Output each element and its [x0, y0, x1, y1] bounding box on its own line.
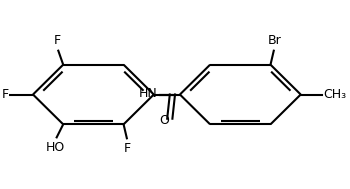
Text: F: F: [124, 142, 131, 155]
Text: HN: HN: [138, 87, 157, 100]
Text: Br: Br: [267, 34, 281, 47]
Text: HO: HO: [46, 141, 65, 154]
Text: F: F: [54, 34, 61, 47]
Text: F: F: [1, 88, 8, 101]
Text: CH₃: CH₃: [323, 88, 347, 101]
Text: O: O: [159, 114, 169, 127]
